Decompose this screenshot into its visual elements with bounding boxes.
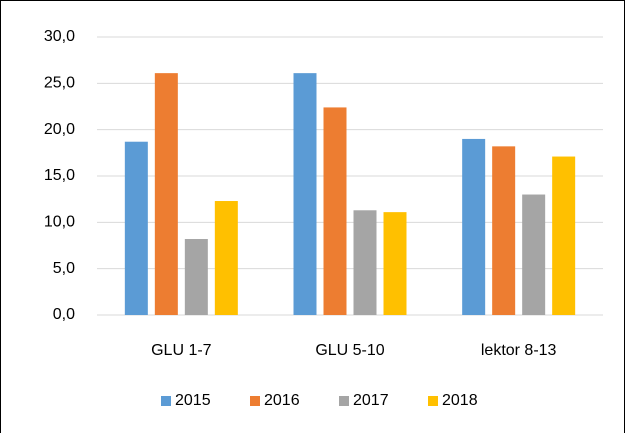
bar [552, 156, 576, 315]
legend-label: 2017 [353, 392, 389, 409]
y-tick-label: 15,0 [44, 167, 75, 184]
bar [383, 212, 407, 315]
bar [522, 194, 546, 315]
bar [353, 210, 377, 315]
legend-label: 2016 [264, 392, 300, 409]
bar [323, 107, 347, 315]
y-tick-label: 25,0 [44, 75, 75, 92]
y-tick-label: 5,0 [53, 260, 75, 277]
bar [124, 141, 148, 315]
bar [214, 201, 238, 315]
legend-swatch [339, 396, 349, 406]
x-tick-label: GLU 1-7 [151, 342, 212, 359]
bar [462, 138, 486, 315]
bar [492, 146, 516, 315]
legend-label: 2018 [442, 392, 478, 409]
bar [293, 73, 317, 315]
x-tick-label: GLU 5-10 [315, 342, 384, 359]
legend-swatch [161, 396, 171, 406]
bar [184, 239, 208, 315]
y-tick-label: 10,0 [44, 214, 75, 231]
legend-label: 2015 [175, 392, 211, 409]
y-tick-label: 20,0 [44, 121, 75, 138]
y-tick-label: 0,0 [53, 306, 75, 323]
y-tick-label: 30,0 [44, 28, 75, 45]
x-tick-label: lektor 8-13 [481, 342, 557, 359]
legend-swatch [428, 396, 438, 406]
legend-swatch [250, 396, 260, 406]
bar [154, 73, 178, 315]
